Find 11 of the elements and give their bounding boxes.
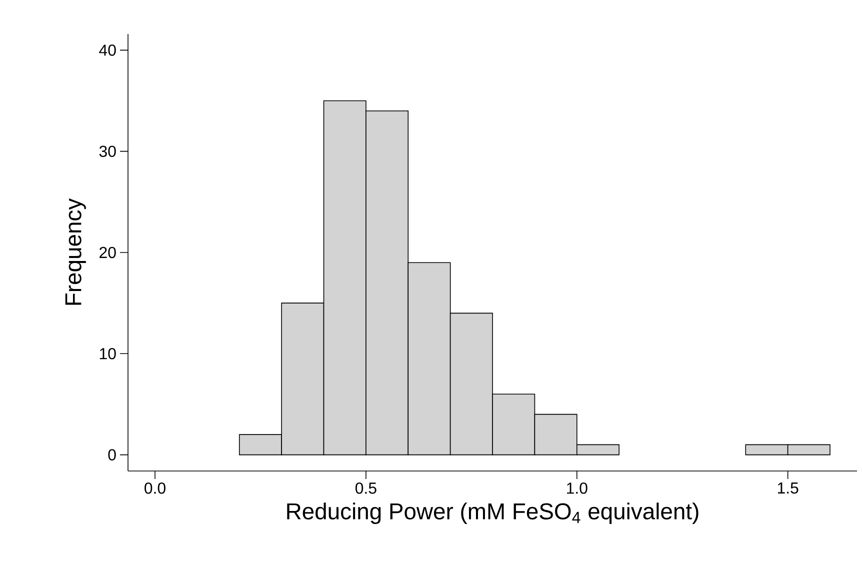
x-axis-title: Reducing Power (mM FeSO$_{4}$ equivalent) bbox=[287, 502, 698, 524]
x-tick-label: 0.0 bbox=[144, 482, 166, 494]
y-tick-label: 30 bbox=[99, 146, 116, 157]
x-tick-label: 0.5 bbox=[355, 482, 376, 494]
y-tick-label: 0 bbox=[108, 449, 116, 460]
y-axis-title: Frequency bbox=[65, 198, 86, 305]
x-tick-label: 1.5 bbox=[778, 482, 798, 494]
y-tick-label: 20 bbox=[100, 246, 116, 258]
x-tick-label: 1.0 bbox=[567, 482, 588, 494]
y-tick-label: 10 bbox=[100, 348, 116, 360]
y-tick-label: 40 bbox=[99, 44, 116, 56]
